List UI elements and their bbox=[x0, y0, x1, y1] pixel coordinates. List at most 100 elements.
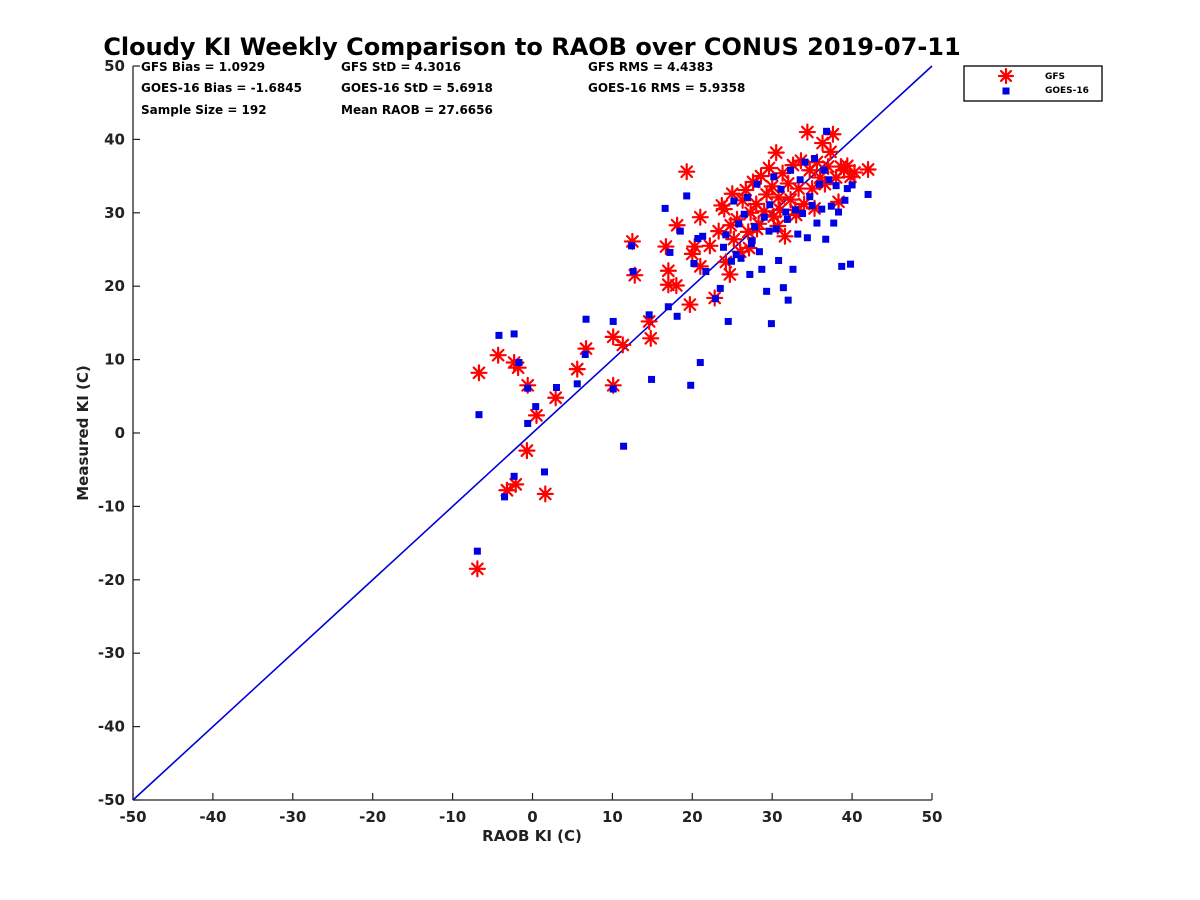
gfs-point bbox=[789, 179, 808, 198]
goes16-point bbox=[696, 359, 704, 367]
goes16-point bbox=[495, 331, 503, 339]
goes-rms-stat: GOES-16 RMS = 5.9358 bbox=[588, 81, 745, 95]
y-tick-label: -30 bbox=[98, 644, 125, 662]
goes16-point bbox=[820, 166, 828, 174]
goes16-point bbox=[581, 350, 589, 358]
statistics-block: GFS Bias = 1.0929 GOES-16 Bias = -1.6845… bbox=[141, 60, 745, 117]
goes16-point bbox=[789, 265, 797, 273]
goes16-point bbox=[532, 403, 540, 411]
goes16-point bbox=[740, 210, 748, 218]
x-tick-label: 50 bbox=[922, 808, 943, 826]
gfs-point bbox=[667, 276, 685, 295]
goes16-point bbox=[716, 284, 724, 292]
y-tick-label: 20 bbox=[104, 277, 125, 295]
goes16-point bbox=[515, 359, 523, 367]
goes16-point bbox=[702, 268, 710, 276]
y-tick-label: 10 bbox=[104, 351, 125, 369]
sample-size-stat: Sample Size = 192 bbox=[141, 103, 267, 117]
goes16-point bbox=[673, 312, 681, 320]
goes16-point bbox=[524, 419, 532, 427]
goes16-point bbox=[661, 204, 669, 212]
goes16-point bbox=[822, 235, 830, 243]
goes16-point bbox=[724, 317, 732, 325]
goes16-point bbox=[746, 270, 754, 278]
x-tick-label: 40 bbox=[842, 808, 863, 826]
goes-bias-stat: GOES-16 Bias = -1.6845 bbox=[141, 81, 302, 95]
goes16-point bbox=[711, 295, 719, 303]
gfs-point bbox=[642, 329, 660, 347]
goes16-point bbox=[722, 231, 730, 239]
goes16-point bbox=[664, 303, 672, 311]
goes16-point bbox=[794, 230, 802, 238]
goes16-point bbox=[811, 154, 819, 162]
goes16-point bbox=[775, 257, 783, 265]
gfs-point bbox=[659, 262, 677, 280]
gfs-point bbox=[767, 144, 785, 162]
goes16-point bbox=[753, 180, 761, 188]
gfs-point bbox=[758, 185, 776, 204]
goes16-point bbox=[629, 268, 637, 276]
goes16-point bbox=[755, 248, 763, 256]
goes16-point bbox=[609, 385, 617, 393]
goes16-point bbox=[815, 180, 823, 188]
goes16-point bbox=[770, 173, 778, 181]
y-tick-label: 0 bbox=[115, 424, 125, 442]
gfs-bias-stat: GFS Bias = 1.0929 bbox=[141, 60, 265, 74]
goes16-point bbox=[666, 248, 674, 256]
goes16-point bbox=[832, 182, 840, 190]
goes16-point bbox=[501, 493, 509, 501]
goes16-point bbox=[582, 315, 590, 323]
goes16-point bbox=[475, 411, 483, 419]
goes16-point bbox=[827, 202, 835, 210]
gfs-legend-asterisk bbox=[997, 67, 1015, 85]
goes16-point bbox=[683, 192, 691, 200]
gfs-point bbox=[568, 360, 586, 378]
gfs-point bbox=[701, 237, 719, 255]
goes16-point bbox=[763, 287, 771, 295]
x-axis-label: RAOB KI (C) bbox=[482, 827, 582, 845]
goes16-point bbox=[783, 215, 791, 223]
goes16-point bbox=[766, 201, 774, 209]
y-tick-label: 30 bbox=[104, 204, 125, 222]
gfs-point bbox=[725, 230, 743, 248]
y-tick-label: -10 bbox=[98, 497, 125, 515]
gfs-std-stat: GFS StD = 4.3016 bbox=[341, 60, 461, 74]
legend-goes-marker bbox=[1002, 87, 1010, 95]
goes16-point bbox=[694, 234, 702, 242]
goes16-point bbox=[699, 232, 707, 240]
goes16-point bbox=[787, 166, 795, 174]
legend-goes-label: GOES-16 bbox=[1045, 86, 1089, 96]
goes16-point bbox=[737, 254, 745, 262]
gfs-point bbox=[715, 200, 733, 218]
goes16-point bbox=[727, 257, 735, 265]
axis-ticks: -50 -40 -30 -20 -10 0 10 20 30 40 50 50 40 30 20 10 0 -10… bbox=[98, 57, 943, 826]
goes16-point bbox=[735, 220, 743, 228]
goes16-point bbox=[835, 208, 843, 216]
y-axis-label: Measured KI (C) bbox=[74, 365, 92, 501]
goes16-point bbox=[743, 193, 751, 201]
x-tick-label: -20 bbox=[359, 808, 386, 826]
goes16-point bbox=[645, 311, 653, 319]
goes16-point bbox=[823, 127, 831, 135]
goes16-point bbox=[609, 317, 617, 325]
gfs-point bbox=[527, 406, 546, 424]
chart-legend: GFS GOES-16 bbox=[963, 65, 1103, 102]
goes16-point bbox=[772, 225, 780, 233]
goes16-point bbox=[510, 472, 518, 480]
goes16-point bbox=[758, 265, 766, 273]
goes16-point bbox=[540, 468, 548, 476]
gfs-point bbox=[547, 389, 565, 407]
y-tick-label: 50 bbox=[104, 57, 125, 75]
gfs-point bbox=[614, 336, 632, 354]
x-tick-label: -50 bbox=[119, 808, 146, 826]
goes16-point bbox=[777, 185, 785, 193]
x-tick-label: -10 bbox=[439, 808, 466, 826]
x-tick-label: -30 bbox=[279, 808, 306, 826]
goes16-point bbox=[473, 547, 481, 555]
goes16-point bbox=[747, 240, 755, 248]
goes16-point bbox=[806, 193, 814, 201]
legend-gfs-label: GFS bbox=[1045, 72, 1065, 82]
goes16-point bbox=[552, 383, 560, 391]
